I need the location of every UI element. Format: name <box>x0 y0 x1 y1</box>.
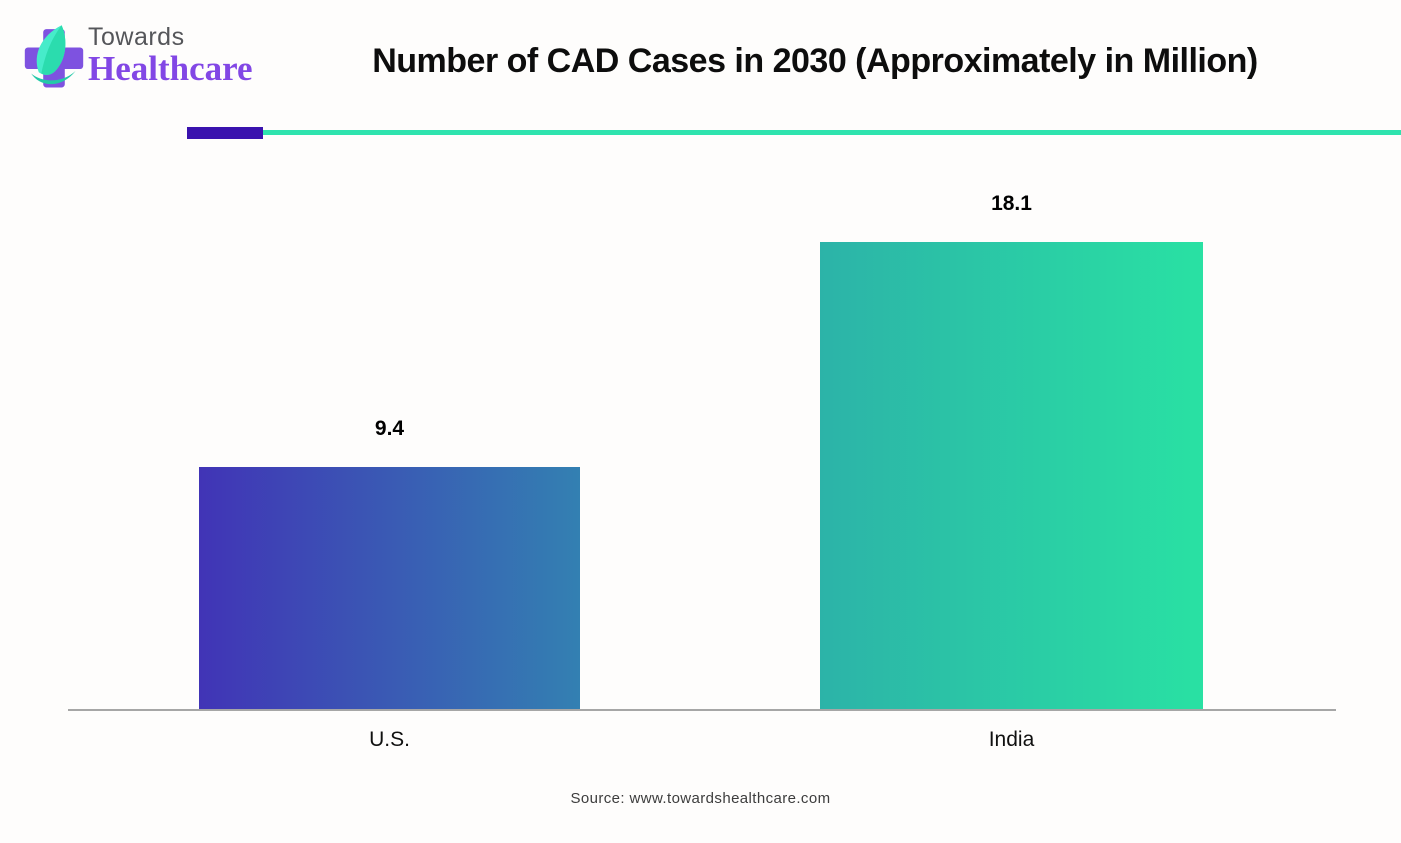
bar-india <box>820 242 1203 711</box>
chart-title: Number of CAD Cases in 2030 (Approximate… <box>372 42 1258 80</box>
category-label-india: India <box>988 728 1035 751</box>
logo-healthcare-text: Healthcare <box>88 49 253 89</box>
bar-group-us: 9.4 <box>199 417 580 711</box>
bar-value-label-india: 18.1 <box>991 192 1032 215</box>
towards-healthcare-logo: Towards Healthcare <box>22 24 253 90</box>
logo-wordmark: Towards Healthcare <box>88 23 253 89</box>
bar-value-label-us: 9.4 <box>374 417 405 440</box>
bar-group-india: 18.1 <box>820 192 1203 711</box>
divider-accent-bar <box>187 127 263 139</box>
source-text: Source: www.towardshealthcare.com <box>570 790 831 807</box>
x-axis-line <box>68 709 1336 711</box>
divider-line <box>263 130 1401 135</box>
cross-leaf-logo-icon <box>24 25 84 88</box>
bar-us <box>199 467 580 711</box>
category-label-us: U.S. <box>369 728 410 751</box>
logo-towards-text: Towards <box>88 23 185 51</box>
